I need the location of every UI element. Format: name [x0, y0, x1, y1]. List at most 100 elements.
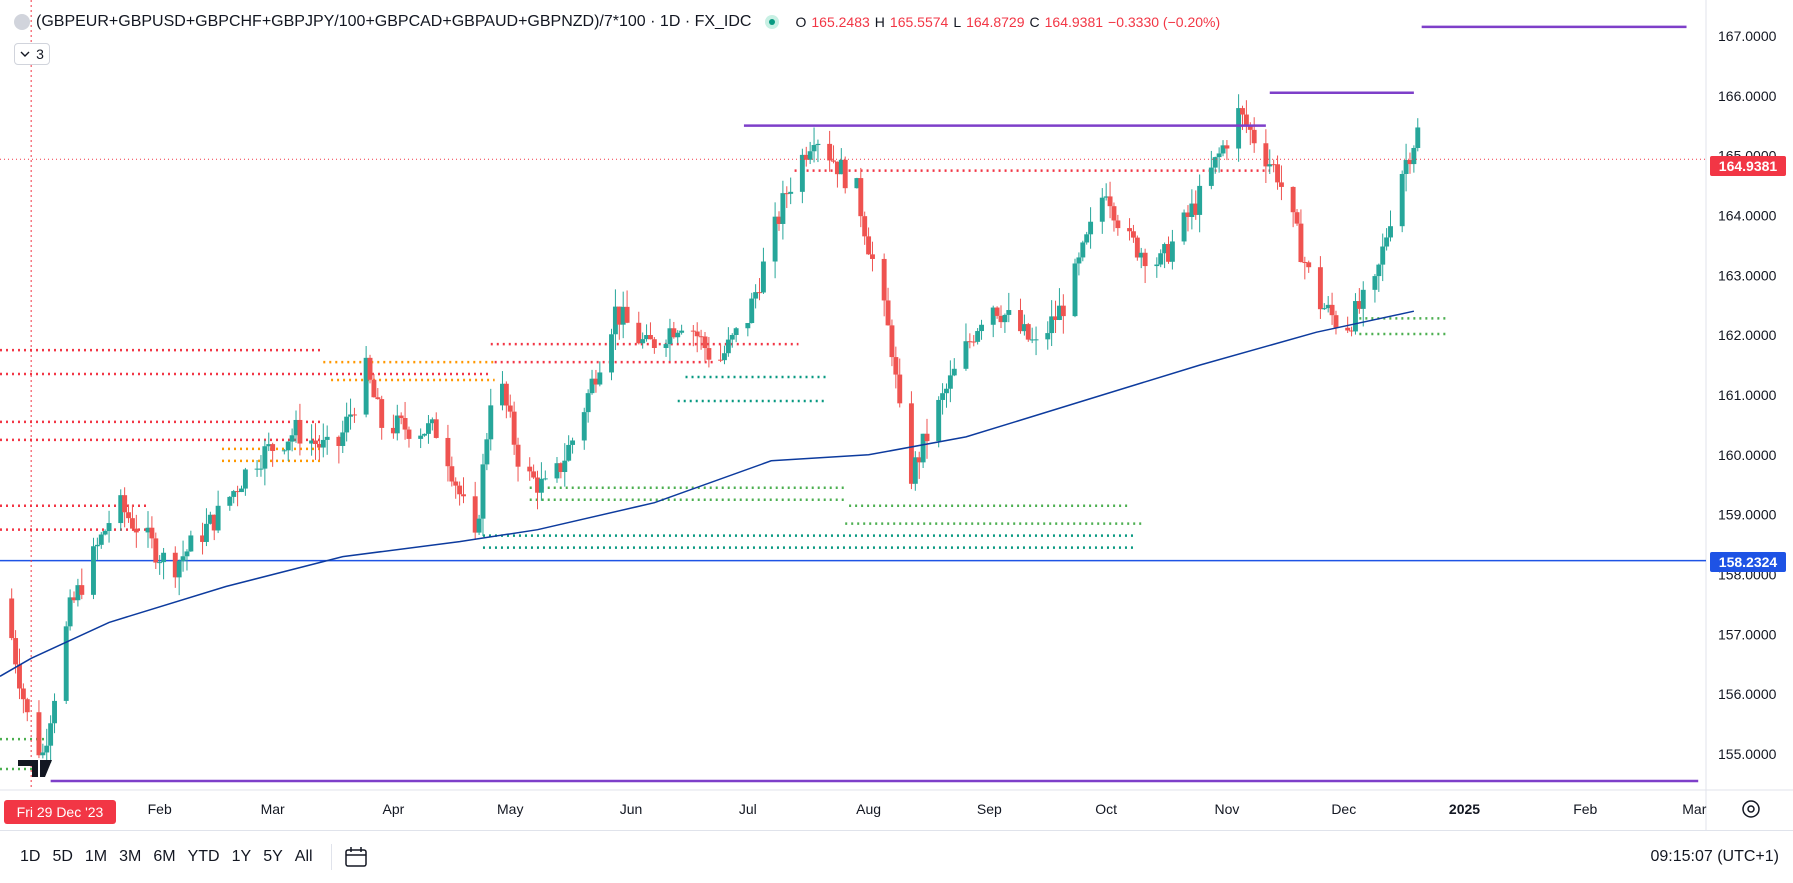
timeframe-1d[interactable]: 1D — [20, 848, 41, 865]
candle-body — [75, 585, 81, 601]
candle-body — [102, 530, 108, 535]
timeframe-6m[interactable]: 6M — [153, 848, 176, 865]
candle-body — [461, 494, 466, 497]
candle-body — [1021, 324, 1027, 332]
candle-body — [457, 485, 463, 495]
time-axis-label: Dec — [1331, 801, 1356, 817]
candle-body — [644, 335, 650, 340]
candle-body — [445, 437, 451, 467]
candle-body — [1372, 276, 1378, 290]
timeframe-all[interactable]: All — [294, 848, 313, 865]
candle-body — [472, 496, 478, 533]
candle-body — [745, 323, 751, 329]
candle-body — [1384, 237, 1390, 247]
candle-body — [807, 151, 813, 160]
candle-body — [827, 143, 833, 161]
candle-body — [554, 463, 560, 479]
timeframe-1m[interactable]: 1M — [84, 848, 108, 865]
candle-body — [1278, 182, 1284, 187]
candle-body — [558, 463, 564, 473]
price-axis-label: 164.0000 — [1718, 207, 1777, 223]
candle-body — [254, 468, 260, 470]
timeframe-ytd[interactable]: YTD — [187, 848, 220, 865]
candle-body — [1127, 228, 1132, 232]
candle-body — [597, 372, 603, 385]
candle-body — [176, 561, 182, 578]
candle-body — [1006, 310, 1012, 315]
market-status-icon[interactable] — [765, 15, 780, 29]
candle-body — [203, 523, 209, 542]
candle-body — [149, 527, 155, 539]
timeframe-1y[interactable]: 1Y — [231, 848, 252, 865]
chart-canvas[interactable]: 167.0000166.0000165.0000164.0000163.0000… — [0, 0, 1793, 830]
candle-body — [1134, 237, 1140, 258]
candle-body — [729, 334, 735, 340]
symbol-title[interactable]: (GBPEUR+GBPUSD+GBPCHF+GBPJPY/100+GBPCAD+… — [36, 13, 752, 30]
candle-body — [235, 491, 241, 493]
candle-body — [1243, 114, 1249, 126]
candle-body — [725, 339, 731, 354]
candle-body — [293, 419, 299, 436]
timeframe-5d[interactable]: 5D — [52, 848, 73, 865]
candle-body — [266, 444, 272, 447]
candle-body — [706, 348, 712, 360]
candle-body — [1360, 289, 1366, 309]
timeframe-5y[interactable]: 5Y — [263, 848, 283, 865]
candle-body — [429, 419, 435, 424]
candle-body — [566, 444, 572, 461]
candle-body — [1099, 197, 1105, 222]
candle-body — [842, 159, 848, 189]
candle-body — [620, 306, 626, 325]
candle-body — [309, 440, 315, 444]
candle-body — [390, 427, 396, 434]
ohlc-close-key: C — [1029, 14, 1040, 30]
candle-body — [1142, 252, 1148, 267]
candle-body — [1002, 314, 1008, 323]
price-axis-label: 157.0000 — [1718, 626, 1777, 642]
candle-body — [1103, 196, 1109, 198]
gear-icon[interactable] — [1737, 795, 1765, 823]
candle-body — [1212, 157, 1218, 168]
candle-body — [936, 399, 942, 442]
candle-body — [180, 556, 186, 562]
candle-body — [258, 468, 264, 470]
candle-body — [511, 411, 517, 445]
candle-body — [1208, 167, 1214, 186]
candle-body — [1107, 196, 1113, 207]
time-axis-label: Apr — [382, 801, 404, 817]
candle-body — [581, 412, 587, 441]
candle-body — [749, 298, 755, 324]
candle-body — [145, 527, 151, 533]
candle-body — [702, 336, 708, 349]
clock-timezone[interactable]: 09:15:07 (UTC+1) — [1650, 848, 1779, 865]
candle-body — [979, 324, 984, 332]
indicator-count: 3 — [36, 46, 44, 62]
candle-body — [803, 154, 809, 160]
candle-body — [870, 254, 875, 259]
candle-body — [1162, 244, 1168, 254]
price-axis-label: 156.0000 — [1718, 686, 1777, 702]
time-axis-label: Jul — [739, 801, 757, 817]
candle-body — [289, 435, 295, 442]
candle-body — [1247, 125, 1253, 130]
price-axis-label: 163.0000 — [1718, 267, 1777, 283]
candle-body — [1181, 212, 1187, 242]
candle-body — [585, 393, 591, 413]
candle-body — [1029, 339, 1035, 341]
candle-body — [188, 535, 194, 552]
symbol-logo-icon — [14, 14, 30, 30]
candle-body — [1045, 333, 1051, 340]
candle-body — [1033, 339, 1039, 341]
candle-body — [663, 344, 669, 348]
candle-body — [13, 638, 19, 665]
candle-body — [172, 552, 178, 578]
candle-body — [40, 752, 46, 756]
candle-body — [36, 712, 42, 756]
candle-body — [648, 335, 653, 340]
candle-body — [348, 414, 354, 417]
calendar-range-icon[interactable] — [344, 845, 368, 869]
timeframe-3m[interactable]: 3M — [119, 848, 142, 865]
tradingview-logo-icon — [18, 760, 56, 777]
indicators-toggle-button[interactable]: 3 — [14, 43, 50, 65]
candle-body — [122, 495, 128, 513]
